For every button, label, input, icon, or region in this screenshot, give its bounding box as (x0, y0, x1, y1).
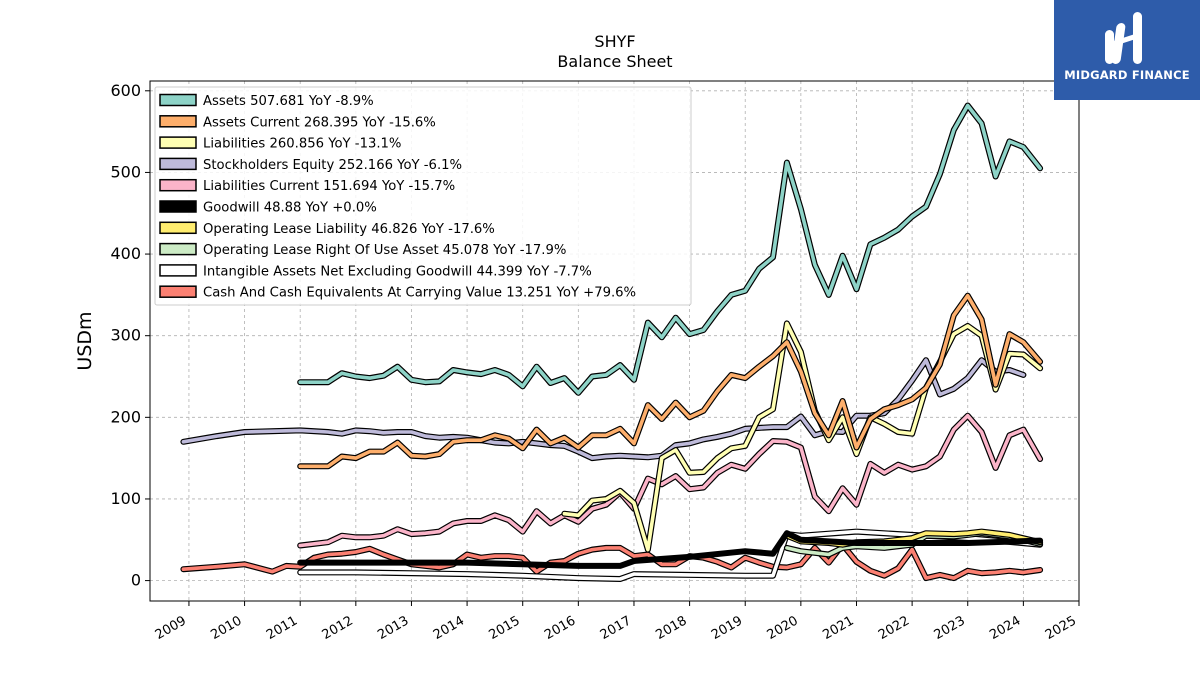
series-lines (180, 102, 1044, 582)
series-line-stockholders-equity (181, 358, 1026, 460)
series-line-intangible-assets-net-excluding-goodwill (298, 529, 1042, 581)
x-tick-label: 2010 (208, 613, 244, 643)
series-line-assets (298, 103, 1042, 395)
legend-swatch-cash-and-cash-equivalents-at-carrying-value (159, 285, 197, 298)
legend-label-stockholders-equity: Stockholders Equity 252.166 YoY -6.1% (203, 158, 462, 173)
legend-swatch-assets-current (159, 115, 197, 128)
x-tick-label: 2019 (709, 613, 745, 643)
x-tick-label: 2018 (653, 613, 689, 643)
legend-label-intangible-assets-net-excluding-goodwill: Intangible Assets Net Excluding Goodwill… (203, 264, 592, 279)
x-tick-label: 2009 (153, 613, 189, 643)
legend-swatch-liabilities (159, 136, 197, 149)
logo-mark-icon (1105, 12, 1142, 64)
y-tick-label: 300 (110, 326, 141, 345)
x-tick-label: 2022 (876, 613, 912, 643)
x-tick-label: 2024 (987, 613, 1023, 643)
x-tick-label: 2012 (320, 613, 356, 643)
series-line-cash-and-cash-equivalents-at-carrying-value (181, 542, 1042, 580)
x-tick-label: 2020 (765, 613, 801, 643)
legend-swatch-operating-lease-liability (159, 221, 197, 235)
plot-frame (149, 80, 1080, 602)
legend-swatch-stockholders-equity (159, 157, 197, 171)
legend-swatch-assets (159, 93, 197, 107)
legend-label-operating-lease-liability: Operating Lease Liability 46.826 YoY -17… (203, 222, 495, 237)
y-tick-label: 600 (110, 81, 141, 100)
legend-label-goodwill: Goodwill 48.88 YoY +0.0% (203, 201, 377, 216)
legend-label-assets-current: Assets Current 268.395 YoY -15.6% (203, 115, 436, 130)
series-line-liabilities (562, 321, 1042, 552)
chart-title: SHYF (594, 32, 636, 51)
series-line-goodwill (298, 531, 1042, 568)
legend-label-liabilities-current: Liabilities Current 151.694 YoY -15.7% (203, 179, 455, 194)
x-tick-label: 2023 (932, 613, 968, 643)
x-tick-label: 2025 (1043, 613, 1079, 643)
x-tick-label: 2013 (375, 613, 411, 643)
legend-label-operating-lease-right-of-use-asset: Operating Lease Right Of Use Asset 45.07… (203, 243, 566, 258)
brand-logo: MIDGARD FINANCE (1054, 0, 1200, 100)
x-tick-label: 2017 (598, 613, 634, 643)
y-tick-label: 0 (131, 571, 141, 590)
legend: Assets 507.681 YoY -8.9% Assets Current 2… (154, 86, 692, 306)
series-line-assets-current (298, 293, 1042, 469)
y-tick-label: 400 (110, 244, 141, 263)
chart-subtitle: Balance Sheet (557, 52, 673, 71)
y-tick-label: 500 (110, 162, 141, 181)
y-tick-label: 100 (110, 489, 141, 508)
legend-swatch-operating-lease-right-of-use-asset (159, 242, 197, 256)
legend-label-assets: Assets 507.681 YoY -8.9% (203, 94, 374, 109)
legend-swatch-liabilities-current (159, 178, 197, 192)
legend-swatch-intangible-assets-net-excluding-goodwill (159, 264, 197, 277)
legend-box (154, 86, 692, 306)
legend-label-cash-and-cash-equivalents-at-carrying-value: Cash And Cash Equivalents At Carrying Va… (203, 286, 636, 301)
legend-label-liabilities: Liabilities 260.856 YoY -13.1% (203, 137, 401, 152)
series-line-liabilities-current (298, 413, 1042, 548)
y-tick-label: 200 (110, 407, 141, 426)
x-tick-label: 2021 (820, 613, 856, 643)
legend-swatch-goodwill (159, 200, 197, 213)
logo-text: MIDGARD FINANCE (1064, 68, 1190, 82)
x-tick-label: 2015 (487, 613, 523, 643)
x-tick-label: 2016 (542, 613, 578, 643)
x-tick-label: 2014 (431, 613, 467, 643)
y-axis-label: USDm (74, 311, 96, 370)
x-tick-label: 2011 (264, 613, 300, 643)
